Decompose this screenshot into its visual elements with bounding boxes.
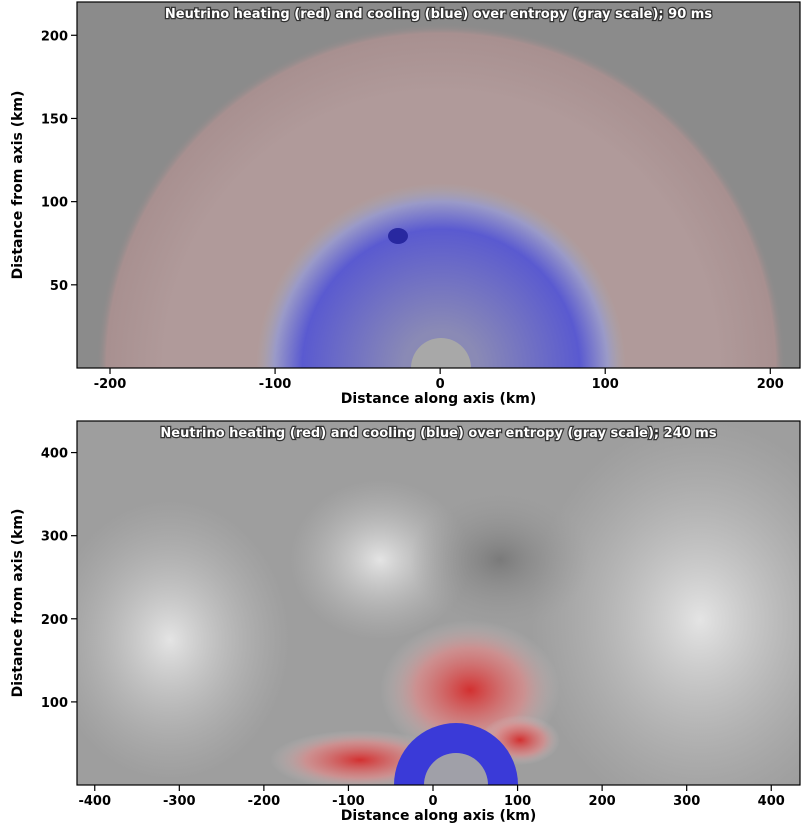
x-tick-label: -400 xyxy=(78,794,111,809)
x-tick-label: 200 xyxy=(589,794,616,809)
y-tick-label: 100 xyxy=(41,196,68,211)
x-tick-label: 100 xyxy=(592,377,619,392)
y-tick-label: 300 xyxy=(41,530,68,545)
x-axis-label: Distance along axis (km) xyxy=(341,808,536,824)
chart-title: Neutrino heating (red) and cooling (blue… xyxy=(165,7,712,22)
x-tick-label: 200 xyxy=(757,377,784,392)
y-tick-label: 150 xyxy=(41,112,68,127)
x-tick-label: -100 xyxy=(332,794,365,809)
y-tick-label: 400 xyxy=(41,447,68,462)
image-90ms xyxy=(77,2,800,368)
y-tick-label: 100 xyxy=(41,696,68,711)
y-axis-label: Distance from axis (km) xyxy=(10,509,26,698)
y-axis-label: Distance from axis (km) xyxy=(10,91,26,280)
image-240ms xyxy=(77,421,800,785)
y-tick-label: 200 xyxy=(41,29,68,44)
y-tick-label: 200 xyxy=(41,613,68,628)
x-tick-label: 300 xyxy=(673,794,700,809)
x-tick-label: -300 xyxy=(163,794,196,809)
x-tick-label: 0 xyxy=(428,794,437,809)
plot-frame xyxy=(76,1,801,369)
chart-title: Neutrino heating (red) and cooling (blue… xyxy=(160,426,716,441)
x-tick-label: 0 xyxy=(436,377,445,392)
plot-frame xyxy=(76,420,801,786)
x-tick-label: -200 xyxy=(248,794,281,809)
x-tick-label: -200 xyxy=(94,377,127,392)
x-tick-label: 400 xyxy=(758,794,785,809)
x-tick-label: 100 xyxy=(504,794,531,809)
x-tick-label: -100 xyxy=(259,377,292,392)
x-axis-label: Distance along axis (km) xyxy=(341,391,536,407)
y-tick-label: 50 xyxy=(50,279,68,294)
